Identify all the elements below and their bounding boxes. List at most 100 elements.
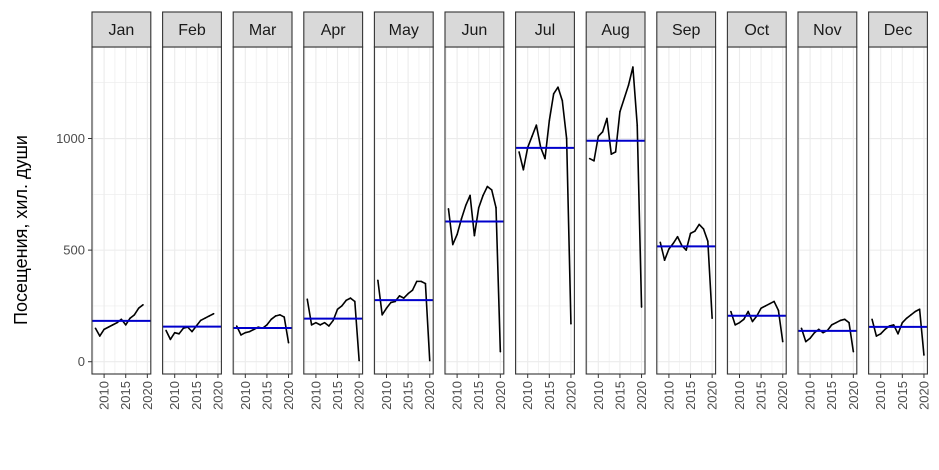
y-axis-label: Посещения, хил. души xyxy=(11,135,31,325)
data-point xyxy=(204,317,206,319)
data-point xyxy=(199,319,202,322)
data-point xyxy=(632,66,634,68)
data-point xyxy=(835,321,837,324)
x-tick-label: 2015 xyxy=(542,381,557,410)
strip-label: Feb xyxy=(178,22,206,39)
strip-background xyxy=(444,11,505,48)
facet-panel-jan: Jan 2010 2015 2020 xyxy=(91,11,155,410)
data-point xyxy=(142,304,144,306)
data-point xyxy=(730,310,732,313)
data-point xyxy=(561,99,564,102)
data-point xyxy=(354,300,356,303)
x-tick-label: 2010 xyxy=(591,381,606,410)
x-tick-label: 2010 xyxy=(661,381,676,410)
data-point xyxy=(535,124,538,126)
data-point xyxy=(570,322,572,325)
data-point xyxy=(310,324,313,326)
data-point xyxy=(208,315,211,317)
data-point xyxy=(490,189,493,191)
data-point xyxy=(830,324,833,326)
data-point xyxy=(94,327,97,330)
data-point xyxy=(212,312,215,315)
data-point xyxy=(129,317,131,319)
data-point xyxy=(588,157,591,160)
data-point xyxy=(279,314,281,316)
data-point xyxy=(137,307,140,309)
data-point xyxy=(495,206,497,209)
data-point xyxy=(843,318,846,321)
data-point xyxy=(738,321,741,324)
strip-background xyxy=(656,11,717,48)
data-point xyxy=(428,359,431,362)
data-point xyxy=(879,333,882,335)
data-point xyxy=(822,331,824,334)
data-point xyxy=(689,232,692,235)
strip-label: Nov xyxy=(813,22,841,39)
data-point xyxy=(266,324,268,326)
facet-panel-oct: Oct 2010 2015 2020 xyxy=(726,11,790,410)
strip-background xyxy=(726,11,787,48)
x-tick-label: 2020 xyxy=(916,381,931,410)
facet-panel-nov: Nov 2010 2015 2020 xyxy=(797,11,861,410)
data-point xyxy=(734,324,736,326)
data-point xyxy=(711,317,713,319)
data-point xyxy=(447,208,450,210)
data-point xyxy=(270,318,273,321)
data-point xyxy=(544,157,546,160)
facet-panel-dec: Dec 2010 2015 2020 xyxy=(868,11,931,410)
data-point xyxy=(381,314,383,316)
data-point xyxy=(499,350,502,353)
x-tick-label: 2015 xyxy=(330,381,345,410)
data-point xyxy=(451,243,454,246)
strip-label: May xyxy=(389,22,419,39)
data-point xyxy=(191,330,193,333)
data-point xyxy=(848,321,850,324)
data-point xyxy=(165,329,167,332)
facet-panel-jun: Jun 2010 2015 2020 xyxy=(444,11,508,410)
data-point xyxy=(390,301,392,304)
data-point xyxy=(464,204,467,207)
data-point xyxy=(403,297,405,299)
strip-label: Aug xyxy=(601,22,629,39)
x-tick-label: 2020 xyxy=(352,381,367,410)
data-point xyxy=(385,307,388,309)
data-point xyxy=(914,310,917,313)
data-point xyxy=(751,320,754,323)
data-point xyxy=(781,340,784,343)
data-point xyxy=(623,97,626,100)
data-point xyxy=(111,324,114,326)
panel-background xyxy=(656,47,716,374)
facet-panel-apr: Apr 2010 2015 2020 xyxy=(303,11,367,410)
strip-background xyxy=(515,11,575,48)
data-point xyxy=(319,324,322,326)
data-point xyxy=(901,321,904,324)
data-point xyxy=(760,307,762,309)
data-point xyxy=(248,330,251,333)
strip-background xyxy=(373,11,434,48)
y-tick-label: 1000 xyxy=(56,131,85,146)
data-point xyxy=(415,280,418,283)
data-point xyxy=(676,235,679,238)
x-tick-label: 2015 xyxy=(683,381,698,410)
data-point xyxy=(107,326,110,328)
x-tick-label: 2020 xyxy=(281,381,296,410)
data-point xyxy=(522,168,525,171)
data-point xyxy=(871,318,873,321)
strip-background xyxy=(868,11,928,48)
data-point xyxy=(619,110,621,113)
x-tick-label: 2010 xyxy=(873,381,888,410)
data-point xyxy=(473,234,476,237)
facet-panel-feb: Feb 2010 2015 2020 xyxy=(162,11,225,410)
data-point xyxy=(482,194,484,197)
data-point xyxy=(240,334,242,336)
data-point xyxy=(636,124,639,126)
data-point xyxy=(777,309,780,312)
x-tick-label: 2020 xyxy=(705,381,720,410)
data-point xyxy=(486,185,489,188)
data-point xyxy=(610,153,613,155)
strip-background xyxy=(232,11,293,48)
data-point xyxy=(923,354,925,356)
x-tick-label: 2010 xyxy=(803,381,818,410)
